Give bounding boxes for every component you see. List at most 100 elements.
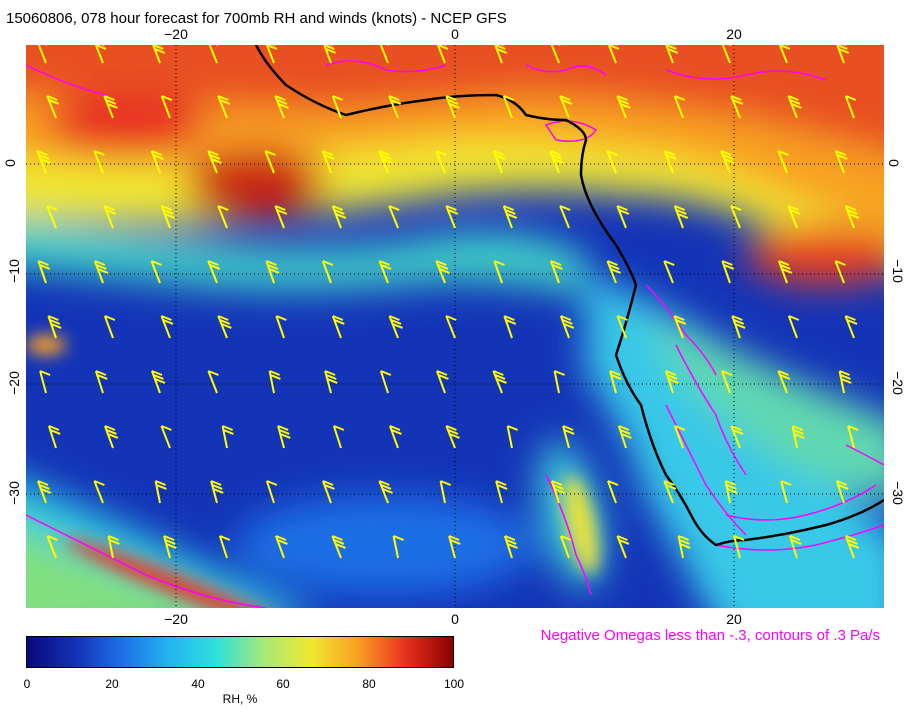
wind-barb [787, 315, 800, 339]
wind-barb [721, 45, 732, 64]
wind-barb [331, 535, 346, 559]
wind-barb [46, 535, 58, 559]
negative-omegas-note: Negative Omegas less than -.3, contours … [540, 627, 880, 644]
wind-barb [553, 370, 565, 394]
colorbar-tick-20: 20 [105, 677, 119, 691]
wind-barb [550, 480, 565, 504]
wind-barb [37, 480, 52, 504]
wind-barb [210, 480, 224, 504]
forecast-map [26, 45, 884, 608]
wind-barb [549, 150, 564, 174]
wind-barb [721, 260, 735, 284]
wind-barb [103, 95, 118, 119]
wind-barb [549, 260, 563, 284]
wind-barb [616, 535, 630, 559]
wind-barb [46, 95, 60, 119]
wind-barb [663, 260, 675, 284]
wind-barb [502, 95, 515, 119]
wind-barb [493, 260, 505, 284]
wind-barb [208, 45, 219, 64]
wind-barb [107, 535, 120, 559]
wind-barb [217, 315, 232, 339]
wind-barb [559, 205, 571, 229]
wind-barb [730, 425, 744, 449]
wind-barb [207, 260, 221, 284]
wind-barb [323, 45, 337, 64]
lat-lon-grid [26, 45, 884, 608]
lon-tick-top-0: 0 [451, 26, 459, 42]
wind-barb [435, 150, 447, 174]
wind-barb [607, 45, 620, 64]
wind-barb [787, 95, 802, 119]
wind-barb [731, 315, 746, 339]
wind-barb [378, 260, 392, 284]
wind-barb [492, 370, 507, 394]
wind-barb [730, 205, 742, 229]
wind-barb [151, 370, 166, 394]
lat-tick-right-minus20: −20 [889, 371, 906, 395]
lat-tick-right-minus30: −30 [889, 481, 906, 505]
wind-barb [322, 480, 335, 504]
wind-barb [274, 95, 289, 119]
wind-barb [207, 150, 222, 174]
wind-barb [152, 45, 166, 64]
wind-barb [445, 315, 457, 339]
wind-barb [264, 150, 276, 174]
wind-barb [221, 425, 234, 449]
wind-barb [559, 95, 573, 119]
wind-barb [435, 260, 450, 284]
coastline [254, 45, 884, 547]
lon-tick-bottom-minus20: −20 [164, 611, 188, 627]
wind-barb [503, 535, 518, 559]
wind-barb [93, 260, 109, 284]
colorbar-tick-100: 100 [443, 677, 465, 691]
wind-barb [39, 370, 51, 394]
wind-barb [606, 260, 621, 284]
wind-barb [265, 45, 278, 64]
wind-barb [93, 480, 105, 504]
wind-barb [217, 95, 231, 119]
wind-barb [47, 315, 62, 339]
wind-barb [445, 205, 459, 229]
wind-barb [673, 315, 687, 339]
lon-tick-bottom-20: 20 [726, 611, 742, 627]
wind-barb [448, 535, 461, 559]
wind-barb [439, 480, 451, 504]
wind-barb [160, 315, 174, 339]
colorbar-tick-60: 60 [276, 677, 290, 691]
wind-barb [607, 480, 619, 504]
lat-tick-left-minus10: −10 [5, 259, 22, 283]
wind-barb [838, 370, 852, 394]
wind-barb [268, 370, 281, 394]
wind-barb [217, 205, 229, 229]
wind-barb [265, 260, 280, 284]
wind-barb [609, 370, 622, 394]
wind-barb [160, 95, 173, 119]
wind-barb [664, 370, 679, 394]
wind-barb [388, 315, 403, 339]
wind-barb [104, 425, 119, 449]
wind-barb [733, 535, 745, 559]
wind-barb [847, 425, 859, 449]
wind-barb [331, 95, 344, 119]
wind-barb [150, 260, 162, 284]
wind-barb [550, 45, 561, 64]
lat-tick-left-0: 0 [1, 159, 18, 167]
wind-barb [791, 425, 805, 449]
wind-barb [154, 480, 167, 504]
wind-barb [321, 260, 334, 284]
map-canvas [26, 45, 884, 608]
lat-tick-right-0: 0 [885, 159, 902, 167]
wind-barb [265, 480, 278, 504]
wind-barb [492, 150, 506, 174]
wind-barb [506, 425, 518, 449]
wind-barb [721, 370, 733, 394]
wind-barb [275, 315, 287, 339]
wind-barb [163, 535, 177, 559]
wind-barb [389, 425, 402, 449]
wind-barb [36, 150, 51, 174]
wind-barb [562, 425, 575, 449]
lon-tick-bottom-0: 0 [451, 611, 459, 627]
wind-barb [379, 370, 392, 394]
wind-barb [560, 535, 572, 559]
